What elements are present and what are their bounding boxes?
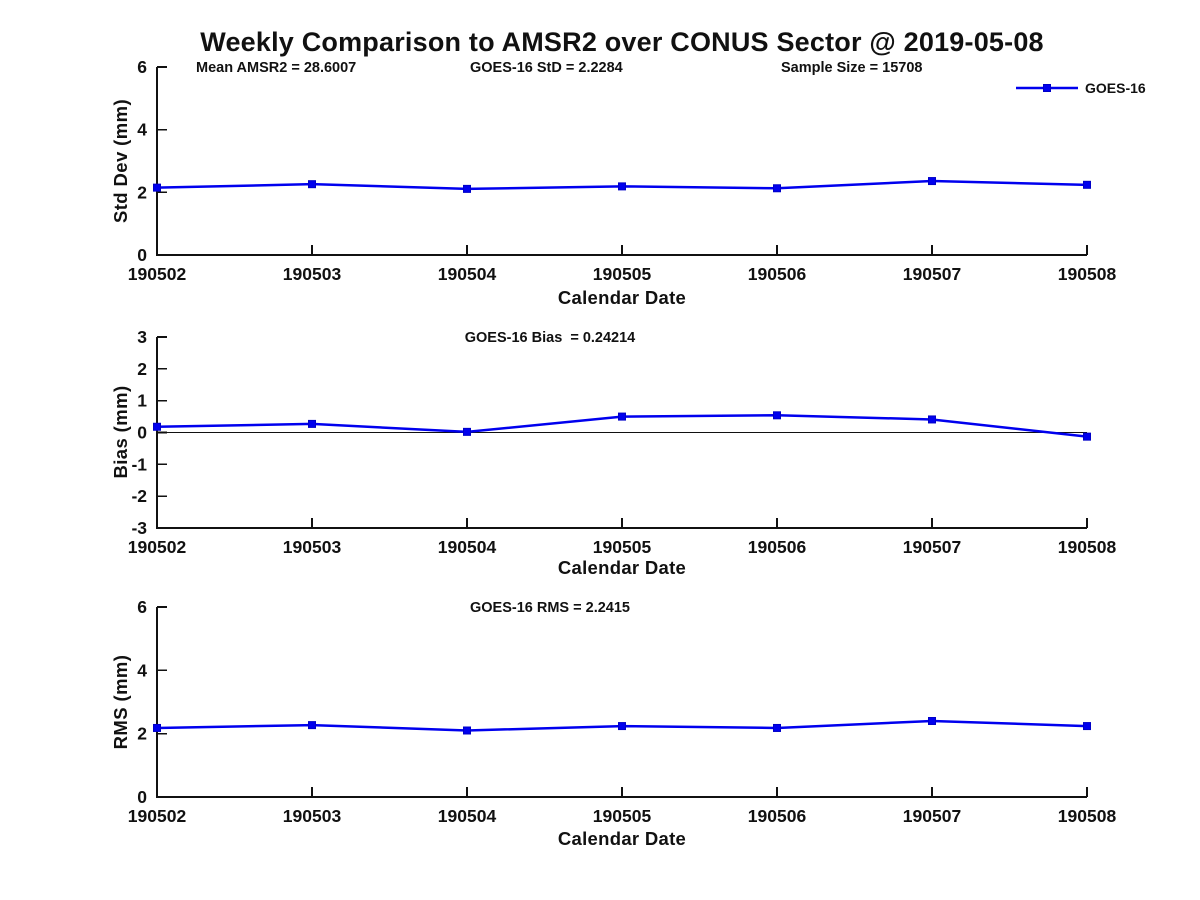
data-point-marker (773, 184, 781, 193)
y-tick-label: 4 (137, 660, 147, 680)
x-tick-label: 190504 (438, 537, 497, 557)
data-point-marker (153, 723, 161, 732)
data-point-marker (928, 415, 936, 424)
x-tick-label: 190502 (128, 264, 187, 284)
data-point-marker (308, 721, 316, 730)
y-tick-label: 0 (137, 423, 147, 443)
x-tick-label: 190508 (1058, 806, 1117, 826)
data-point-marker (1083, 432, 1091, 441)
x-tick-label: 190505 (593, 806, 652, 826)
x-tick-label: 190504 (438, 806, 497, 826)
data-point-marker (928, 177, 936, 186)
y-tick-label: -3 (131, 518, 147, 538)
y-tick-label: 1 (137, 391, 147, 411)
data-point-marker (1083, 722, 1091, 731)
y-tick-label: -1 (131, 454, 147, 474)
x-tick-label: 190505 (593, 264, 652, 284)
data-point-marker (928, 717, 936, 725)
legend-label: GOES-16 (1085, 80, 1146, 96)
y-tick-label: 2 (137, 359, 147, 379)
y-tick-label: 0 (137, 245, 147, 265)
data-point-marker (308, 180, 316, 189)
legend-line-marker-icon (1016, 84, 1078, 92)
y-tick-label: -2 (131, 486, 147, 506)
x-tick-label: 190504 (438, 264, 497, 284)
data-point-marker (773, 723, 781, 732)
y-tick-label: 2 (137, 724, 147, 744)
x-tick-label: 190503 (283, 264, 342, 284)
data-point-marker (153, 422, 161, 431)
data-point-marker (618, 182, 626, 191)
x-tick-label: 190505 (593, 537, 652, 557)
figure-title: Weekly Comparison to AMSR2 over CONUS Se… (200, 27, 1044, 57)
legend: GOES-16 (1016, 80, 1146, 96)
annotation-mean-amsr2: Mean AMSR2 = 28.6007 (196, 60, 357, 76)
x-tick-label: 190502 (128, 537, 187, 557)
data-point-marker (618, 722, 626, 731)
y-tick-label: 6 (137, 57, 147, 77)
xlabel-calendar-date-3: Calendar Date (557, 828, 687, 849)
x-tick-label: 190508 (1058, 537, 1117, 557)
x-tick-label: 190506 (748, 806, 807, 826)
x-tick-label: 190507 (903, 264, 961, 284)
y-tick-label: 3 (137, 327, 147, 347)
data-point-marker (463, 726, 471, 735)
x-tick-label: 190507 (903, 806, 961, 826)
annotation-goes16-bias: GOES-16 Bias = 0.24214 (464, 330, 636, 346)
data-point-marker (153, 183, 161, 192)
data-point-marker (773, 411, 781, 420)
x-tick-label: 190503 (283, 806, 342, 826)
xlabel-calendar-date-1: Calendar Date (557, 287, 687, 308)
annotation-goes16-rms: GOES-16 RMS = 2.2415 (470, 600, 630, 616)
y-tick-label: 0 (137, 787, 147, 807)
data-point-marker (618, 412, 626, 421)
y-tick-label: 4 (137, 120, 147, 140)
data-point-marker (463, 427, 471, 436)
x-tick-label: 190508 (1058, 264, 1117, 284)
y-tick-label: 2 (137, 182, 147, 202)
x-tick-label: 190506 (748, 264, 807, 284)
data-point-marker (1083, 180, 1091, 189)
y-tick-label: 6 (137, 597, 147, 617)
xlabel-calendar-date-2: Calendar Date (557, 557, 687, 578)
x-tick-label: 190503 (283, 537, 342, 557)
x-tick-label: 190507 (903, 537, 961, 557)
x-tick-label: 190502 (128, 806, 187, 826)
annotation-sample-size: Sample Size = 15708 (781, 60, 923, 76)
x-tick-label: 190506 (748, 537, 807, 557)
data-point-marker (308, 419, 316, 428)
annotation-goes16-std: GOES-16 StD = 2.2284 (470, 60, 623, 76)
data-point-marker (463, 184, 471, 193)
